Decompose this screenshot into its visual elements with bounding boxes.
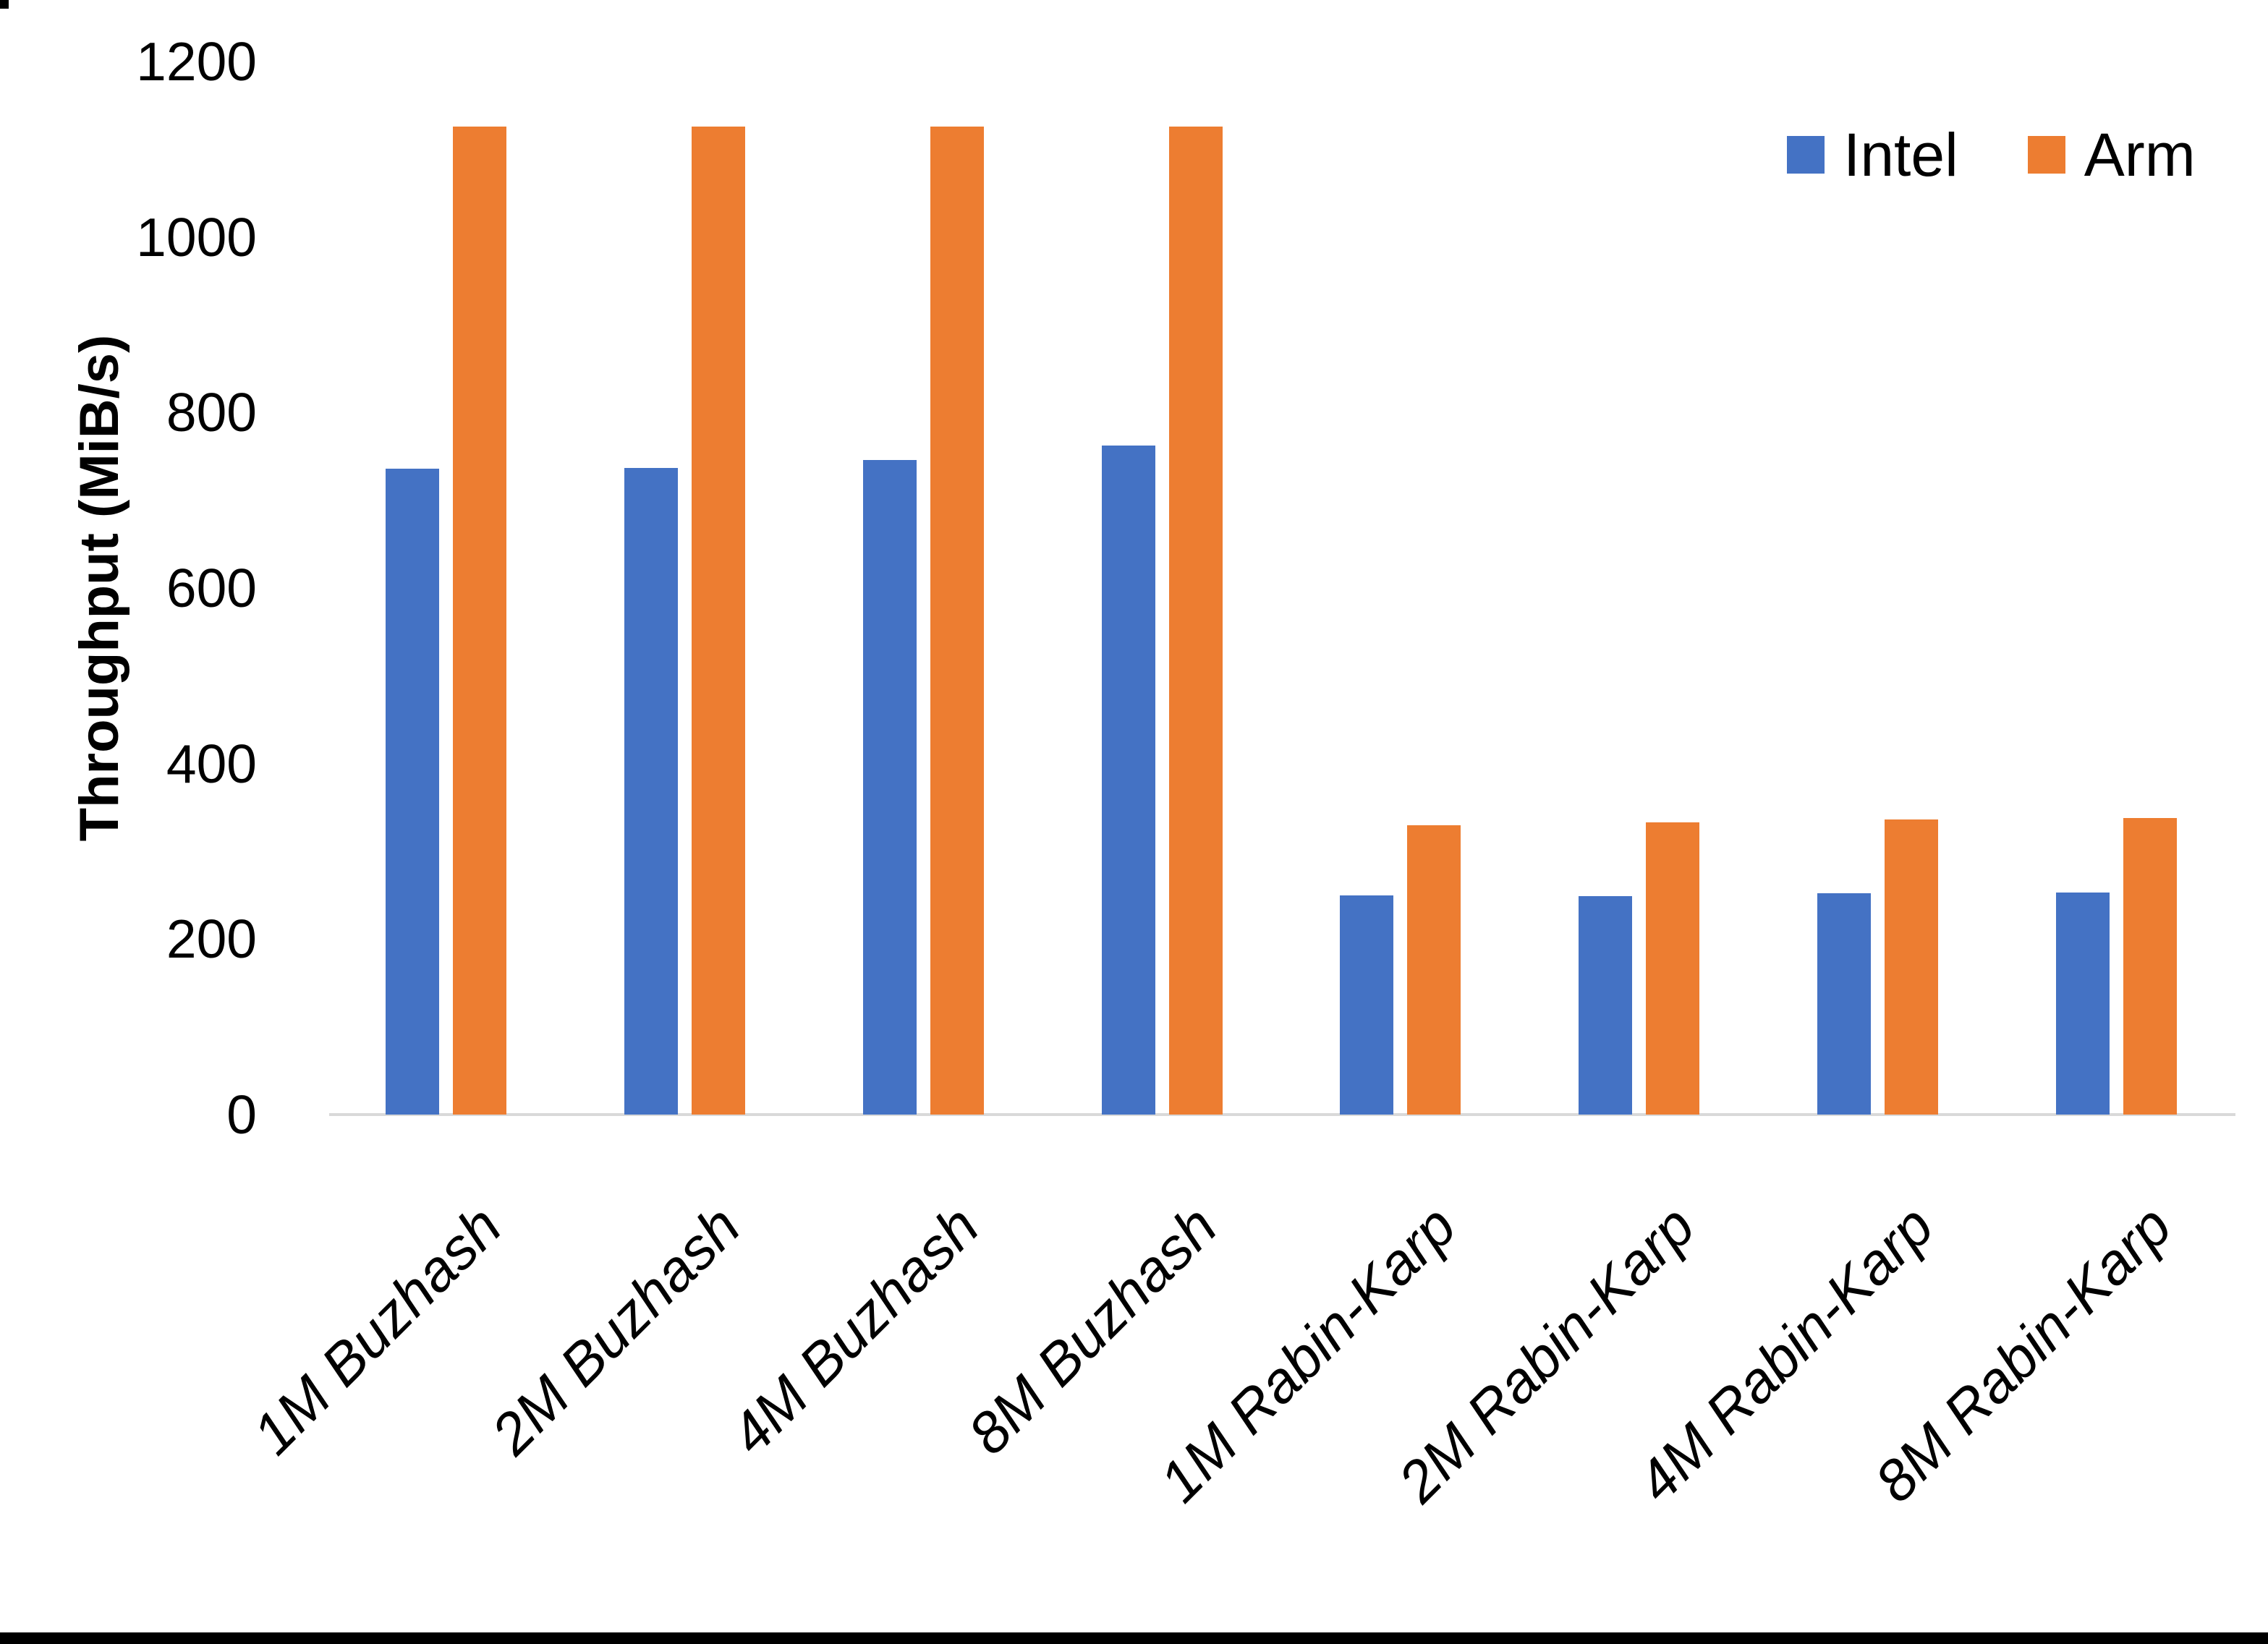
bar-intel-2m-buzhash — [624, 467, 678, 1115]
bar-arm-8m-rabin-karp — [2123, 817, 2177, 1115]
bar-intel-8m-rabin-karp — [2055, 893, 2110, 1115]
y-tick-label: 0 — [226, 1084, 257, 1145]
bar-intel-2m-rabin-karp — [1579, 895, 1633, 1115]
y-tick-label: 800 — [166, 382, 257, 443]
y-tick-label: 400 — [166, 733, 257, 794]
x-category-label: 1M Buzhash — [240, 1193, 514, 1467]
corner-artifact — [0, 0, 9, 9]
legend-swatch-arm — [2027, 136, 2065, 174]
legend-item-arm: Arm — [2027, 121, 2196, 189]
bar-arm-2m-rabin-karp — [1646, 822, 1700, 1115]
bar-intel-1m-rabin-karp — [1340, 895, 1394, 1115]
bar-arm-1m-rabin-karp — [1407, 825, 1461, 1115]
x-category-label: 2M Buzhash — [479, 1193, 752, 1467]
x-category-label: 4M Buzhash — [717, 1193, 991, 1467]
bar-arm-8m-buzhash — [1168, 126, 1223, 1115]
bar-intel-8m-buzhash — [1101, 446, 1155, 1115]
legend: Intel Arm — [1787, 122, 2196, 188]
legend-label: Arm — [2084, 121, 2196, 189]
y-tick-label: 1000 — [136, 206, 257, 268]
x-axis-line — [329, 1113, 2235, 1116]
y-tick-label: 200 — [166, 908, 257, 970]
bar-intel-4m-rabin-karp — [1817, 893, 1872, 1115]
legend-item-intel: Intel — [1787, 122, 1958, 188]
bar-intel-1m-buzhash — [386, 468, 439, 1115]
bar-arm-4m-buzhash — [930, 126, 984, 1115]
legend-swatch-intel — [1787, 136, 1825, 174]
y-tick-label: 600 — [166, 558, 257, 618]
bar-intel-4m-buzhash — [862, 459, 917, 1115]
bar-arm-4m-rabin-karp — [1885, 819, 1939, 1115]
bottom-border — [0, 1632, 2268, 1644]
legend-label: Intel — [1843, 121, 1958, 189]
bar-arm-1m-buzhash — [453, 126, 506, 1115]
y-tick-label: 1200 — [136, 31, 257, 92]
bar-arm-2m-buzhash — [691, 126, 745, 1115]
